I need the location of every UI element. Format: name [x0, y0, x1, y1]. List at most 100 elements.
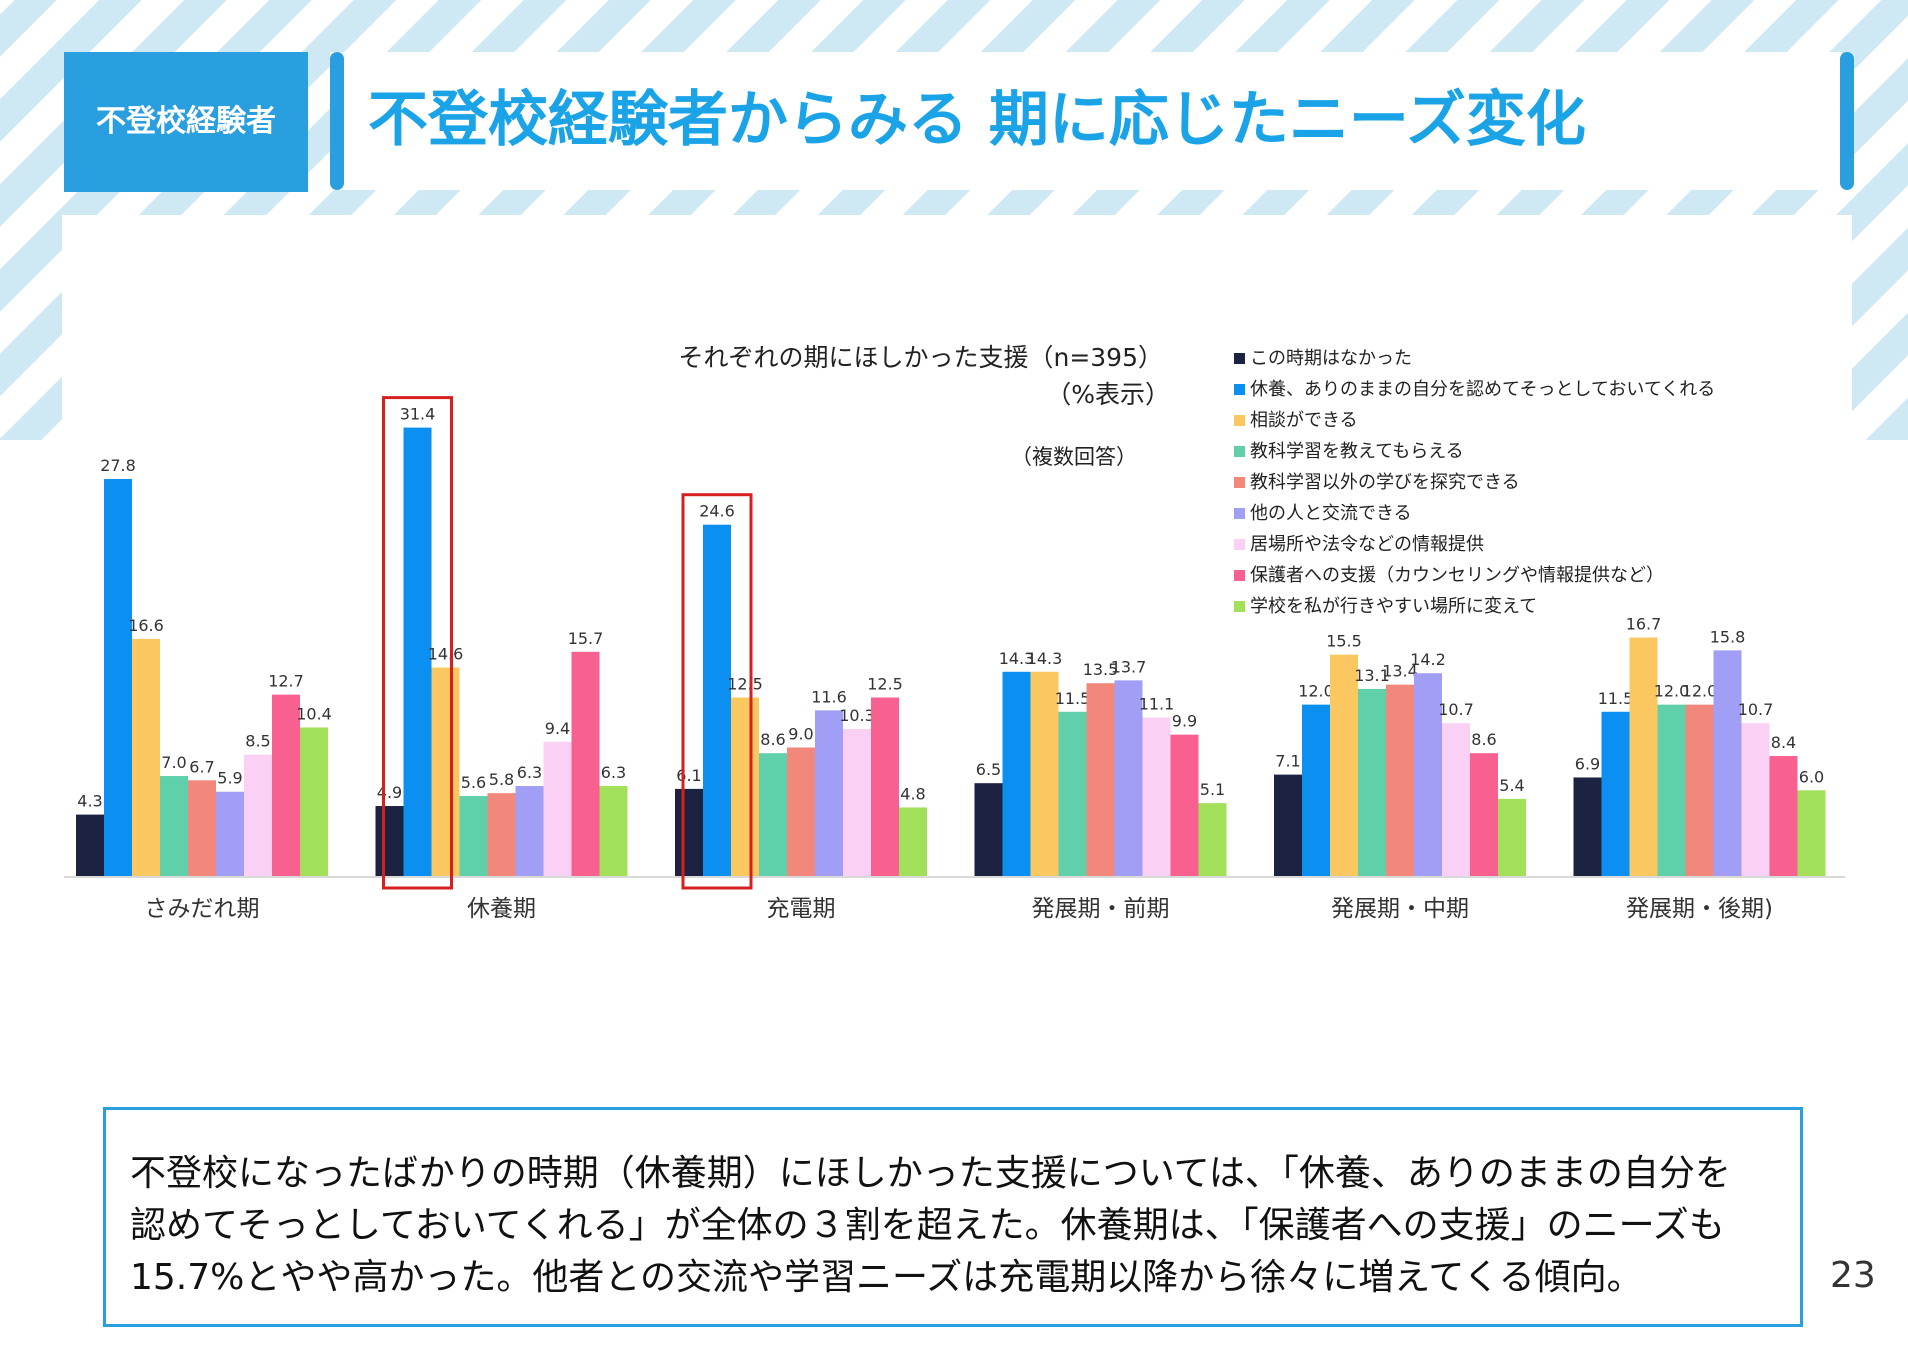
data-label: 4.3 — [77, 792, 102, 811]
legend-swatch — [1234, 446, 1245, 457]
bar — [244, 754, 272, 876]
data-label: 15.5 — [1326, 632, 1362, 651]
bar — [1657, 704, 1686, 876]
data-label: 10.3 — [839, 706, 875, 725]
data-label: 15.7 — [568, 629, 604, 648]
legend-label: 居場所や法令などの情報提供 — [1250, 534, 1484, 555]
bar — [1274, 774, 1302, 876]
title-accent-right — [1840, 52, 1854, 190]
bar — [899, 807, 927, 876]
bar — [1358, 688, 1386, 876]
data-label: 13.4 — [1382, 662, 1418, 681]
legend-label: 他の人と交流できる — [1250, 503, 1412, 524]
x-tick-label: 発展期・後期) — [1626, 896, 1773, 922]
bar — [871, 697, 899, 876]
data-label: 10.7 — [1438, 700, 1474, 719]
legend-label: 相談ができる — [1250, 410, 1358, 431]
legend-label: 保護者への支援（カウンセリングや情報提供など） — [1250, 565, 1664, 586]
bar — [974, 783, 1003, 876]
data-label: 5.1 — [1200, 780, 1225, 799]
data-label: 15.8 — [1710, 627, 1746, 646]
bar — [1601, 711, 1630, 876]
data-label: 6.5 — [976, 760, 1001, 779]
data-label: 9.9 — [1172, 712, 1197, 731]
bar — [1629, 637, 1658, 876]
data-label: 12.0 — [1298, 682, 1334, 701]
data-label: 12.5 — [727, 675, 763, 694]
bar — [104, 479, 132, 876]
summary-box: 不登校になったばかりの時期（休養期）にほしかった支援については、「休養、ありのま… — [103, 1107, 1803, 1327]
data-label: 14.2 — [1410, 650, 1446, 669]
bar — [375, 806, 404, 876]
data-label: 5.6 — [461, 773, 486, 792]
data-label: 13.7 — [1111, 657, 1147, 676]
data-label: 16.7 — [1626, 615, 1662, 634]
data-label: 7.0 — [161, 753, 186, 772]
bar-chart: 4.3 27.8 16.6 7.0 6.75.98.5 12.7 10.4 さみだれ期 4.9 3… — [64, 343, 1845, 922]
bar — [599, 786, 628, 876]
summary-line: 認めてそっとしておいてくれる」が全体の３割を超えた。休養期は、「保護者への支援」… — [130, 1205, 1725, 1246]
data-label: 6.7 — [189, 757, 214, 776]
bar — [1002, 671, 1031, 876]
bar — [459, 796, 488, 876]
bar — [1573, 777, 1602, 876]
data-label: 4.8 — [900, 784, 925, 803]
bar — [1198, 803, 1227, 876]
highlight-box — [382, 396, 453, 890]
data-label: 6.3 — [517, 763, 542, 782]
legend-label: 休養、ありのままの自分を認めてそっとしておいてくれる — [1250, 379, 1715, 400]
title-accent-left — [330, 52, 344, 190]
bar — [1386, 684, 1414, 876]
title-box — [330, 52, 1842, 190]
chart-title: それぞれの期にほしかった支援（n=395） — [678, 343, 1163, 372]
bar — [160, 776, 188, 876]
data-label: 12.5 — [867, 675, 903, 694]
bar — [403, 427, 432, 876]
data-label: 14.3 — [999, 649, 1035, 668]
data-label: 16.6 — [128, 616, 164, 635]
bar — [1086, 683, 1115, 876]
bar — [675, 788, 703, 876]
data-label: 6.9 — [1575, 754, 1600, 773]
data-label: 14.6 — [428, 645, 464, 664]
data-label: 9.4 — [545, 719, 570, 738]
data-label: 8.4 — [1771, 733, 1796, 752]
legend-swatch — [1234, 477, 1245, 488]
legend-swatch — [1234, 353, 1245, 364]
data-label: 6.3 — [601, 763, 626, 782]
bar — [1414, 673, 1442, 876]
bar — [1142, 717, 1171, 876]
data-label: 11.6 — [811, 687, 847, 706]
data-label: 11.5 — [1598, 689, 1634, 708]
bar — [1797, 790, 1826, 876]
bar — [1114, 680, 1143, 876]
legend-label: 学校を私が行きやすい場所に変えて — [1250, 596, 1537, 617]
bar — [515, 786, 544, 876]
data-label: 4.9 — [377, 783, 402, 802]
legend-swatch — [1234, 570, 1245, 581]
data-label: 10.7 — [1738, 700, 1774, 719]
bar — [1498, 798, 1526, 876]
data-label: 10.4 — [296, 704, 332, 723]
data-label: 6.1 — [676, 766, 701, 785]
legend-swatch — [1234, 508, 1245, 519]
data-label: 13.5 — [1083, 660, 1119, 679]
x-tick-label: さみだれ期 — [145, 896, 260, 922]
x-tick-label: 休養期 — [467, 896, 536, 922]
bar — [1442, 723, 1470, 876]
bar — [1330, 654, 1358, 876]
data-label: 8.6 — [760, 730, 785, 749]
data-label: 5.8 — [489, 770, 514, 789]
x-tick-label: 充電期 — [767, 896, 836, 922]
data-label: 7.1 — [1275, 752, 1300, 771]
highlight-box — [681, 493, 753, 890]
data-label: 11.1 — [1139, 694, 1175, 713]
bar — [1470, 753, 1498, 876]
summary-line: 15.7%とやや高かった。他者との交流や学習ニーズは充電期以降から徐々に増えてく… — [130, 1257, 1643, 1298]
data-label: 8.5 — [245, 732, 270, 751]
legend-label: 教科学習を教えてもらえる — [1250, 441, 1464, 462]
data-label: 6.0 — [1799, 767, 1824, 786]
data-label: 11.5 — [1055, 689, 1091, 708]
data-label: 24.6 — [699, 502, 735, 521]
data-label: 14.3 — [1027, 649, 1063, 668]
